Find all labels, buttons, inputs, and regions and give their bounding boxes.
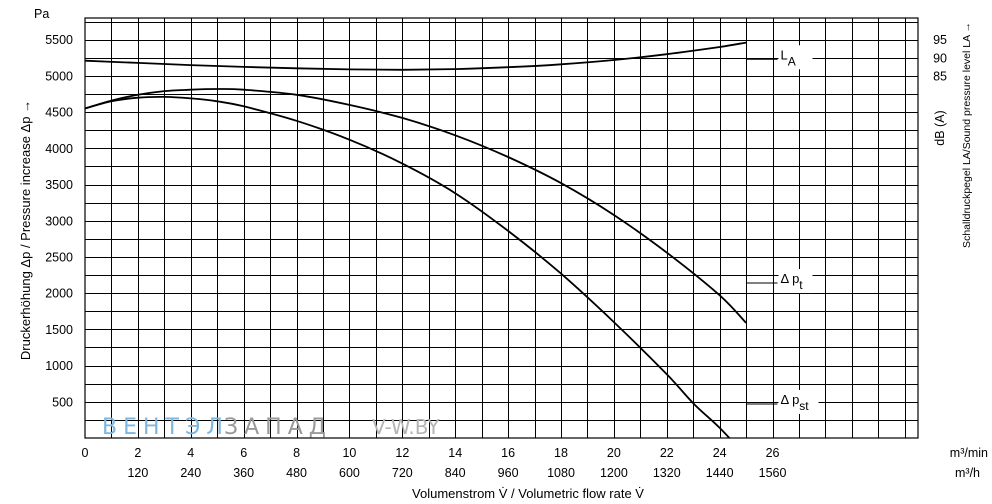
- watermark-text-3: V-W.BY: [372, 415, 440, 439]
- y-tick-label: 5500: [45, 33, 73, 47]
- x-tick-label-secondary: 720: [392, 466, 413, 480]
- x-tick-label-primary: 16: [501, 446, 515, 460]
- series-layer: Δ pt Δ pst LA: [85, 41, 819, 438]
- series-LA: LA: [85, 41, 813, 71]
- x-axis-title: Volumenstrom V̇ / Volumetric flow rate V…: [412, 486, 644, 501]
- x-tick-label-secondary: 1320: [653, 466, 681, 480]
- x-tick-label-primary: 18: [554, 446, 568, 460]
- x-tick-label-secondary: 1440: [706, 466, 734, 480]
- x-tick-label-secondary: 840: [445, 466, 466, 480]
- x-tick-label-secondary: 1080: [547, 466, 575, 480]
- tick-layer: 500 1000 1500 2000 2500 3000 3500 4000 4500 5000 5…: [45, 33, 947, 480]
- y-tick-label: 1000: [45, 359, 73, 373]
- x-tick-label-primary: 2: [134, 446, 141, 460]
- x-tick-label-secondary: 360: [233, 466, 254, 480]
- y-axis-title: Druckerhöhung Δp / Pressure increase Δp …: [18, 100, 33, 360]
- x-tick-label-primary: 6: [240, 446, 247, 460]
- x-tick-label-secondary: 960: [498, 466, 519, 480]
- x-unit-primary: m³/min: [950, 446, 988, 460]
- y-tick-label: 4000: [45, 142, 73, 156]
- x-tick-label-secondary: 120: [127, 466, 148, 480]
- x-tick-label-secondary: 600: [339, 466, 360, 480]
- grid-lines: [84, 17, 919, 439]
- series-label-Δ pt: Δ pt: [780, 271, 803, 292]
- series-Δ pst: Δ pst: [85, 95, 819, 438]
- y2-tick-label: 95: [933, 33, 947, 47]
- y-tick-label: 3500: [45, 178, 73, 192]
- y2-tick-label: 90: [933, 51, 947, 65]
- watermark-text-1: ВЕНТЭЛ: [102, 415, 229, 440]
- series-label-bg: [778, 45, 813, 70]
- y-tick-label: 2000: [45, 287, 73, 301]
- y-unit-label: Pa: [34, 7, 49, 21]
- y-tick-label: 1500: [45, 323, 73, 337]
- y2-tick-label: 85: [933, 69, 947, 83]
- y-tick-label: 4500: [45, 106, 73, 120]
- watermark: ВЕНТЭЛ ЗАПАД V-W.BY: [102, 415, 440, 440]
- x-tick-label-secondary: 1200: [600, 466, 628, 480]
- y2-axis-title: Schalldruckpegel LA/Sound pressure level…: [961, 22, 973, 248]
- series-label-bg: [778, 389, 819, 414]
- x-tick-label-primary: 20: [607, 446, 621, 460]
- y-tick-label: 3000: [45, 214, 73, 228]
- watermark-text-2: ЗАПАД: [224, 415, 332, 440]
- x-tick-label-secondary: 240: [180, 466, 201, 480]
- x-tick-label-primary: 24: [713, 446, 727, 460]
- series-line-Δ pst: [85, 95, 731, 438]
- series-Δ pt: Δ pt: [85, 88, 813, 324]
- x-tick-label-primary: 8: [293, 446, 300, 460]
- series-line-Δ pt: [85, 88, 747, 324]
- y-tick-label: 5000: [45, 69, 73, 83]
- x-tick-label-primary: 10: [342, 446, 356, 460]
- series-line-LA: [85, 41, 747, 71]
- x-tick-label-secondary: 1560: [759, 466, 787, 480]
- x-tick-label-primary: 14: [448, 446, 462, 460]
- x-unit-secondary: m³/h: [955, 466, 980, 480]
- x-tick-label-primary: 22: [660, 446, 674, 460]
- x-tick-label-primary: 26: [766, 446, 780, 460]
- y-tick-label: 500: [52, 395, 73, 409]
- series-label-LA: LA: [780, 47, 795, 68]
- x-tick-label-primary: 0: [82, 446, 89, 460]
- y-tick-label: 2500: [45, 250, 73, 264]
- x-tick-label-primary: 12: [395, 446, 409, 460]
- series-label-bg: [778, 269, 813, 294]
- plot-frame: [84, 17, 919, 439]
- series-label-Δ pst: Δ pst: [780, 392, 809, 413]
- x-tick-label-primary: 4: [187, 446, 194, 460]
- y2-unit-label: dB (A): [933, 110, 947, 145]
- x-tick-label-secondary: 480: [286, 466, 307, 480]
